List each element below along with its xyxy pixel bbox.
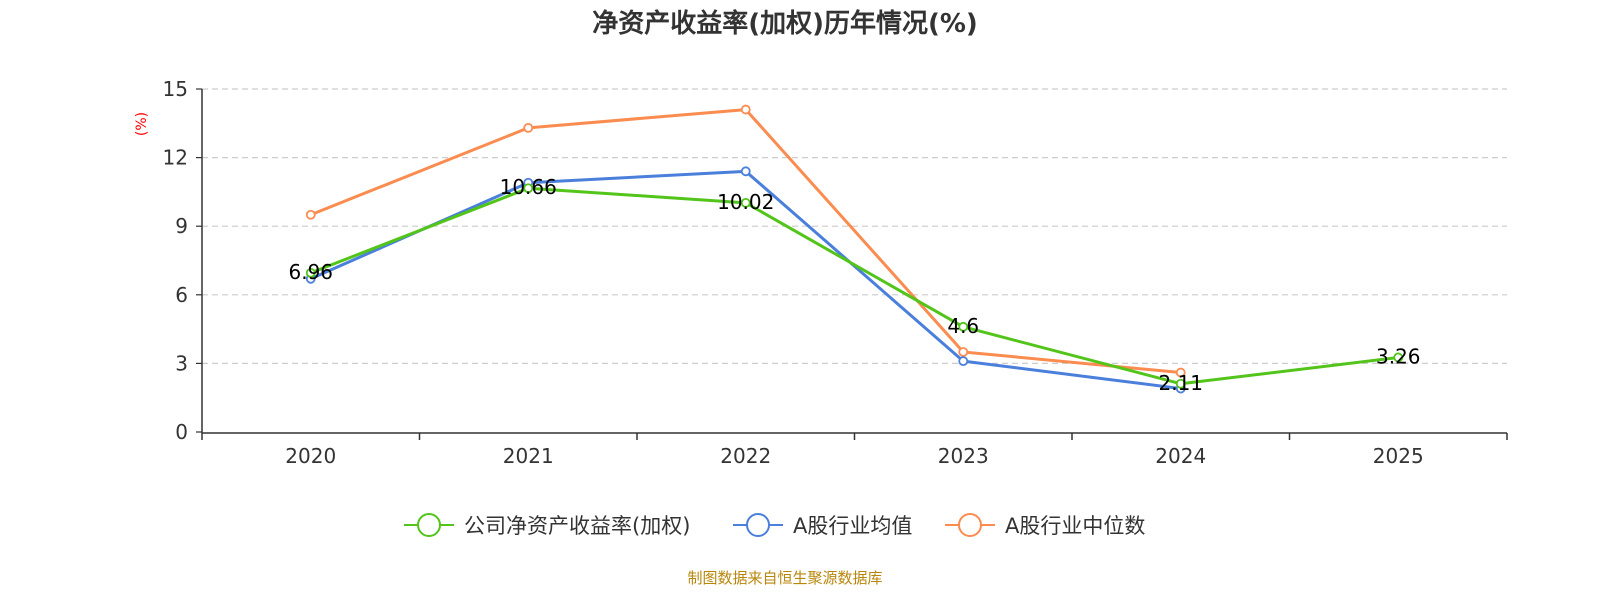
x-tick-label-2022: 2022 bbox=[720, 444, 771, 468]
point-s0-2025 bbox=[1393, 352, 1404, 363]
data-label-2024: 2.11 bbox=[1158, 371, 1203, 395]
data-label-2020: 6.96 bbox=[288, 260, 333, 284]
series-line-0 bbox=[310, 186, 1399, 386]
legend-marker-2 bbox=[958, 513, 982, 537]
legend-marker-1 bbox=[746, 513, 770, 537]
point-s0-2021 bbox=[523, 183, 534, 194]
x-tick-label-2025: 2025 bbox=[1373, 444, 1424, 468]
point-s1-2023 bbox=[958, 356, 969, 367]
y-tick-label-3: 3 bbox=[175, 351, 188, 375]
x-tick-label-2024: 2024 bbox=[1155, 444, 1206, 468]
legend-item-0[interactable]: 公司净资产收益率(加权) bbox=[404, 513, 690, 538]
point-s2-2023 bbox=[958, 347, 969, 357]
point-s0-2020 bbox=[305, 267, 316, 278]
point-s0-2024 bbox=[1175, 378, 1186, 389]
y-tick-label-0: 0 bbox=[175, 420, 188, 444]
point-s2-2020 bbox=[305, 209, 316, 220]
y-tick-label-9: 9 bbox=[175, 214, 188, 238]
point-s2-2022 bbox=[740, 104, 751, 115]
data-label-2025: 3.26 bbox=[1376, 344, 1421, 368]
legend-item-2[interactable]: A股行业中位数 bbox=[945, 513, 1145, 538]
y-tick-label-15: 15 bbox=[163, 77, 188, 101]
x-tick-label-2021: 2021 bbox=[503, 444, 554, 468]
data-source-note: 制图数据来自恒生聚源数据库 bbox=[687, 569, 882, 587]
point-s0-2022 bbox=[740, 197, 751, 208]
grid-lines bbox=[202, 88, 1507, 364]
y-tick-label-12: 12 bbox=[163, 146, 188, 170]
point-s1-2022 bbox=[740, 166, 751, 177]
x-tick-label-2023: 2023 bbox=[938, 444, 989, 468]
data-label-2023: 4.6 bbox=[947, 314, 979, 338]
legend-item-1[interactable]: A股行业均值 bbox=[733, 513, 912, 538]
axes: 0 3 6 9 12 15 2020 2021 2022 2023 2024 2025 bbox=[163, 77, 1508, 468]
y-tick-label-6: 6 bbox=[175, 283, 188, 307]
legend-label-0: 公司净资产收益率(加权) bbox=[464, 514, 690, 538]
chart-title: 净资产收益率(加权)历年情况(%) bbox=[592, 8, 978, 39]
data-label-2021: 10.66 bbox=[500, 175, 557, 199]
legend[interactable]: 公司净资产收益率(加权) A股行业均值 A股行业中位数 bbox=[404, 513, 1145, 538]
x-tick-label-2020: 2020 bbox=[285, 444, 336, 468]
series-group bbox=[305, 104, 1404, 394]
point-s2-2024 bbox=[1175, 367, 1186, 378]
legend-label-2: A股行业中位数 bbox=[1005, 514, 1145, 538]
point-s2-2021 bbox=[523, 122, 534, 133]
y-axis-label: (%) bbox=[134, 112, 150, 136]
legend-marker-0 bbox=[417, 513, 441, 537]
data-labels: 6.96 10.66 10.02 4.6 2.11 3.26 bbox=[288, 175, 1420, 395]
legend-label-1: A股行业均值 bbox=[793, 514, 912, 538]
series-line-2 bbox=[310, 108, 1181, 375]
point-s0-2023 bbox=[958, 321, 969, 332]
data-label-2022: 10.02 bbox=[717, 190, 774, 214]
